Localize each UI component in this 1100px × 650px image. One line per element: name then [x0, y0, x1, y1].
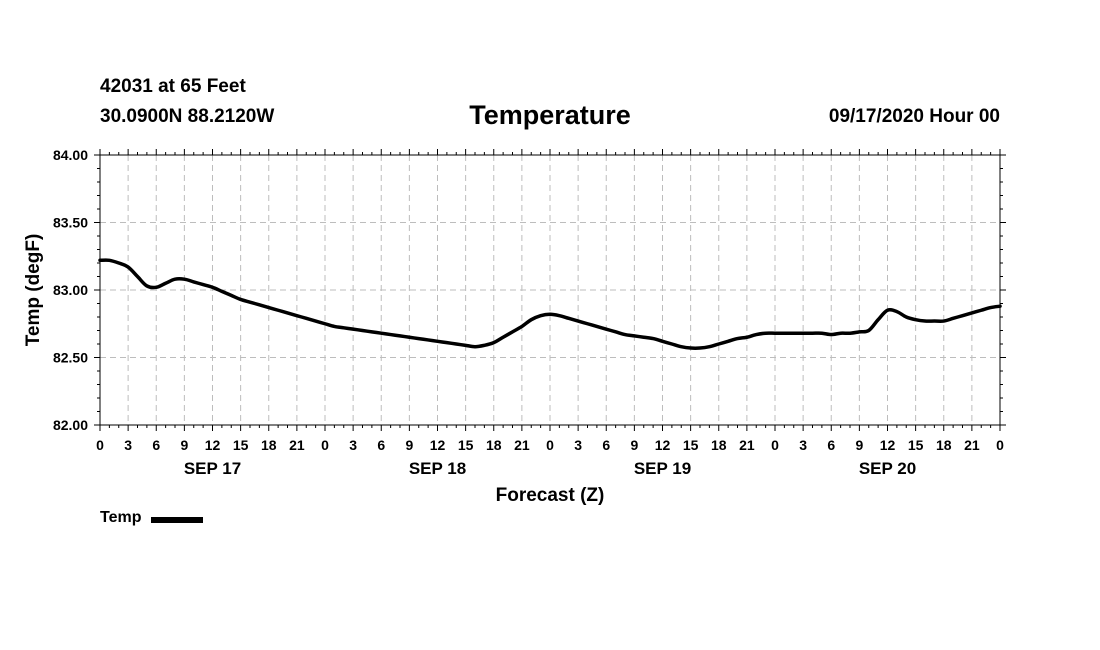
x-tick-label: 6: [827, 437, 835, 453]
y-tick-label: 82.50: [53, 350, 88, 366]
x-tick-label: 6: [377, 437, 385, 453]
day-label: SEP 20: [859, 459, 916, 478]
x-tick-label: 15: [683, 437, 699, 453]
x-tick-label: 12: [655, 437, 671, 453]
x-tick-label: 6: [152, 437, 160, 453]
chart-title: Temperature: [469, 100, 631, 130]
x-tick-label: 12: [430, 437, 446, 453]
x-tick-label: 12: [880, 437, 896, 453]
grid: [100, 155, 1000, 425]
x-tick-label: 12: [205, 437, 221, 453]
day-label: SEP 19: [634, 459, 691, 478]
plot-frame: [99, 154, 1001, 426]
x-tick-label: 21: [739, 437, 755, 453]
x-tick-label: 9: [180, 437, 188, 453]
forecast-datetime: 09/17/2020 Hour 00: [828, 106, 1000, 127]
x-tick-label: 18: [711, 437, 727, 453]
legend-label: Temp: [100, 509, 142, 526]
x-tick-label: 3: [124, 437, 132, 453]
legend: Temp: [100, 509, 204, 527]
x-tick-label: 3: [349, 437, 357, 453]
x-tick-label: 0: [321, 437, 329, 453]
x-tick-label: 0: [771, 437, 779, 453]
x-tick-label: 21: [514, 437, 530, 453]
day-label: SEP 18: [409, 459, 466, 478]
x-tick-label: 3: [574, 437, 582, 453]
x-tick-label: 3: [799, 437, 807, 453]
y-tick-label: 84.00: [53, 147, 88, 163]
x-tick-label: 18: [936, 437, 952, 453]
x-tick-label: 0: [996, 437, 1004, 453]
x-tick-label: 21: [289, 437, 305, 453]
coordinates-label: 30.0900N 88.2120W: [100, 106, 275, 127]
x-tick-label: 0: [96, 437, 104, 453]
station-label: 42031 at 65 Feet: [100, 76, 246, 97]
x-tick-label: 21: [964, 437, 980, 453]
x-tick-label: 18: [261, 437, 277, 453]
x-tick-label: 18: [486, 437, 502, 453]
x-tick-label: 9: [630, 437, 638, 453]
x-tick-label: 9: [855, 437, 863, 453]
x-tick-label: 15: [233, 437, 249, 453]
x-tick-labels: 0 3 6 9 12 15 18 21 0 3 6 9 12 15 18 21 0 3 6 9 12 15 18 21 0 3 6 9…: [96, 437, 1004, 453]
day-labels: SEP 17 SEP 18 SEP 19 SEP 20: [184, 459, 916, 478]
x-tick-label: 15: [908, 437, 924, 453]
y-axis-label: Temp (degF): [23, 234, 44, 347]
y-tick-labels: 82.00 82.50 83.00 83.50 84.00: [53, 147, 88, 433]
series: [98, 258, 1002, 350]
x-tick-label: 15: [458, 437, 474, 453]
day-label: SEP 17: [184, 459, 241, 478]
x-tick-label: 9: [405, 437, 413, 453]
y-tick-label: 83.00: [53, 282, 88, 298]
y-tick-label: 83.50: [53, 215, 88, 231]
x-axis-label: Forecast (Z): [496, 485, 605, 506]
legend-swatch: [151, 516, 204, 523]
x-tick-label: 0: [546, 437, 554, 453]
x-tick-label: 6: [602, 437, 610, 453]
y-tick-label: 82.00: [53, 417, 88, 433]
series-line-temp: [98, 258, 1002, 350]
